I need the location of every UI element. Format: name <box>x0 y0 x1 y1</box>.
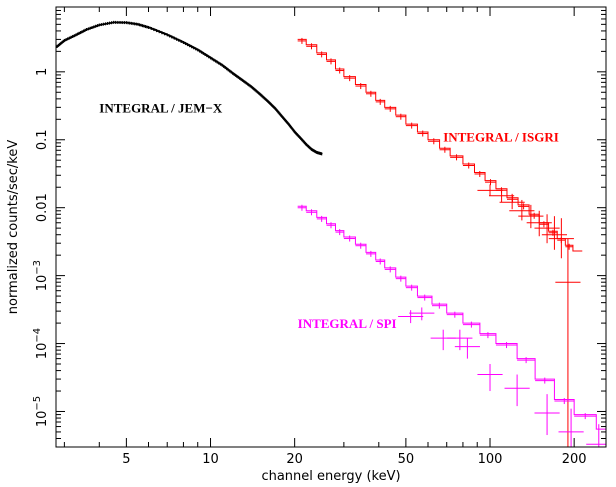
series-annotation: INTEGRAL / ISGRI <box>443 129 559 144</box>
y-tick-label: 10−3 <box>32 260 50 291</box>
y-tick-label: 10−4 <box>32 328 50 359</box>
y-tick-label: 0.1 <box>35 129 50 150</box>
series-layer <box>56 20 606 447</box>
y-tick-label: 1 <box>35 68 50 76</box>
y-tick-label: 0.01 <box>35 193 50 222</box>
series-line <box>56 21 323 155</box>
y-tick-label: 10−5 <box>32 396 50 427</box>
series-annotation: INTEGRAL / JEM−X <box>99 101 223 116</box>
y-axis-title: normalized counts/sec/keV <box>6 140 21 315</box>
x-tick-label: 50 <box>398 452 415 467</box>
tick-labels: 5 10 20 50 100 200 10−5 10−4 10−3 0.01 0.1 1 <box>32 68 587 467</box>
ticks-layer <box>56 6 606 448</box>
plot-frame <box>55 6 607 448</box>
series-annotation: INTEGRAL / SPI <box>298 316 397 331</box>
x-tick-label: 200 <box>562 452 587 467</box>
x-tick-label: 100 <box>478 452 503 467</box>
x-tick-label: 5 <box>122 452 130 467</box>
x-axis-title: channel energy (keV) <box>261 469 400 484</box>
x-tick-label: 10 <box>202 452 219 467</box>
annotations: INTEGRAL / JEM−X INTEGRAL / ISGRI INTEGRAL… <box>99 101 559 331</box>
x-tick-label: 20 <box>286 452 303 467</box>
